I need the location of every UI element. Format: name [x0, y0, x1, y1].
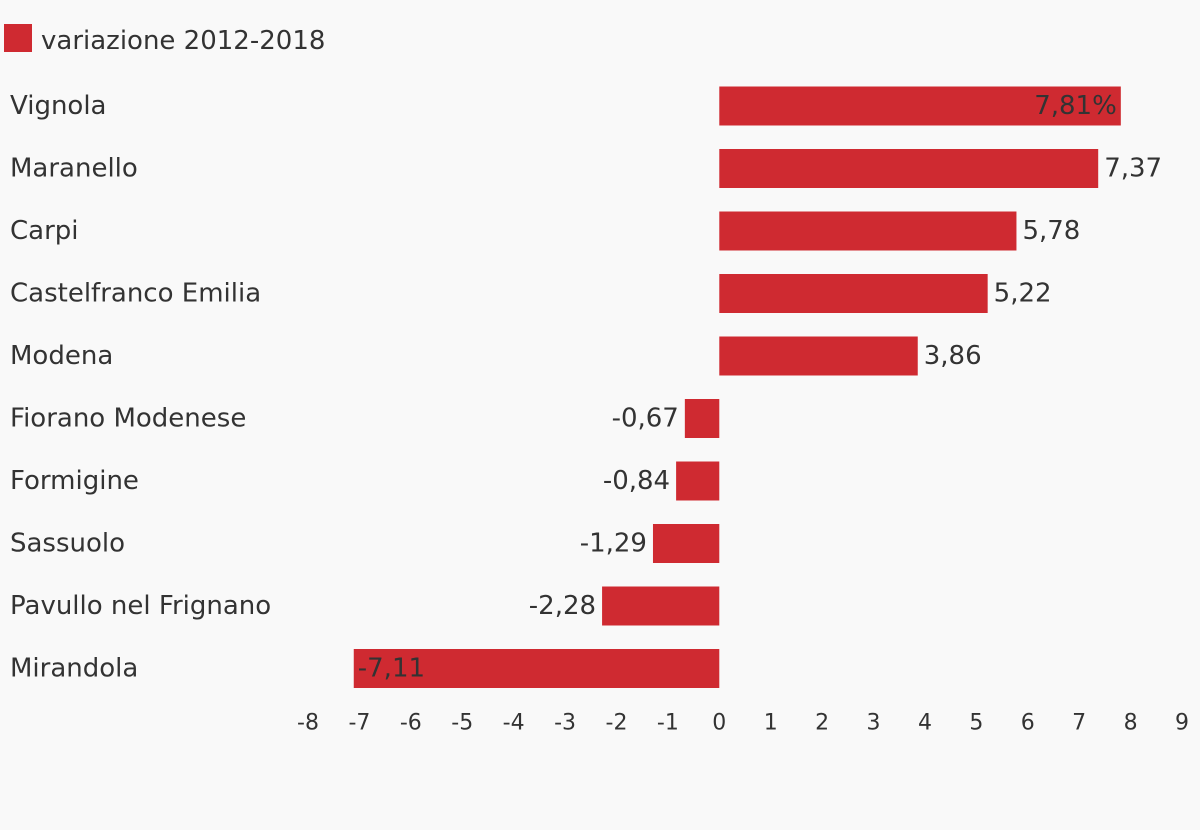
bar — [684, 399, 720, 438]
value-label: 5,78 — [1022, 216, 1080, 246]
x-tick-label: -3 — [554, 711, 576, 736]
value-label: -7,11 — [358, 654, 425, 684]
value-label: 7,37 — [1104, 154, 1162, 184]
bar — [719, 274, 988, 313]
category-label: Sassuolo — [10, 529, 125, 559]
category-label: Carpi — [10, 216, 79, 246]
category-label: Maranello — [10, 154, 138, 184]
x-tick-label: 8 — [1124, 711, 1138, 736]
x-tick-label: -7 — [348, 711, 370, 736]
x-tick-label: -1 — [657, 711, 679, 736]
x-tick-label: -2 — [606, 711, 628, 736]
x-tick-label: 2 — [815, 711, 829, 736]
category-label: Mirandola — [10, 654, 138, 684]
bar — [719, 211, 1017, 251]
bar — [652, 524, 720, 563]
x-tick-label: -5 — [451, 711, 473, 736]
value-label: 3,86 — [924, 341, 982, 371]
value-label: -1,29 — [580, 529, 647, 559]
category-label: Modena — [10, 341, 113, 371]
x-tick-label: 7 — [1072, 711, 1086, 736]
x-tick-label: 5 — [969, 711, 983, 736]
bar — [602, 586, 720, 626]
bar — [719, 86, 1121, 126]
category-label: Formigine — [10, 466, 139, 496]
value-label: 5,22 — [994, 279, 1052, 309]
bar — [353, 649, 720, 688]
category-label: Castelfranco Emilia — [10, 279, 261, 309]
x-tick-label: 6 — [1021, 711, 1035, 736]
legend-swatch — [4, 24, 32, 52]
x-tick-label: 9 — [1175, 711, 1189, 736]
category-label: Vignola — [10, 91, 106, 121]
bar — [676, 461, 720, 501]
category-label: Pavullo nel Frignano — [10, 591, 271, 621]
x-tick-label: 3 — [867, 711, 881, 736]
x-tick-label: -4 — [503, 711, 525, 736]
category-label: Fiorano Modenese — [10, 404, 246, 434]
value-label: 7,81% — [1034, 91, 1117, 121]
bar — [719, 336, 918, 376]
x-tick-label: 1 — [764, 711, 778, 736]
value-label: -0,84 — [603, 466, 670, 496]
value-label: -2,28 — [529, 591, 596, 621]
x-tick-label: 0 — [712, 711, 726, 736]
value-label: -0,67 — [612, 404, 679, 434]
legend-label: variazione 2012-2018 — [41, 26, 326, 56]
x-tick-label: -8 — [297, 711, 319, 736]
bar — [719, 149, 1099, 188]
x-tick-label: 4 — [918, 711, 932, 736]
x-tick-label: -6 — [400, 711, 422, 736]
